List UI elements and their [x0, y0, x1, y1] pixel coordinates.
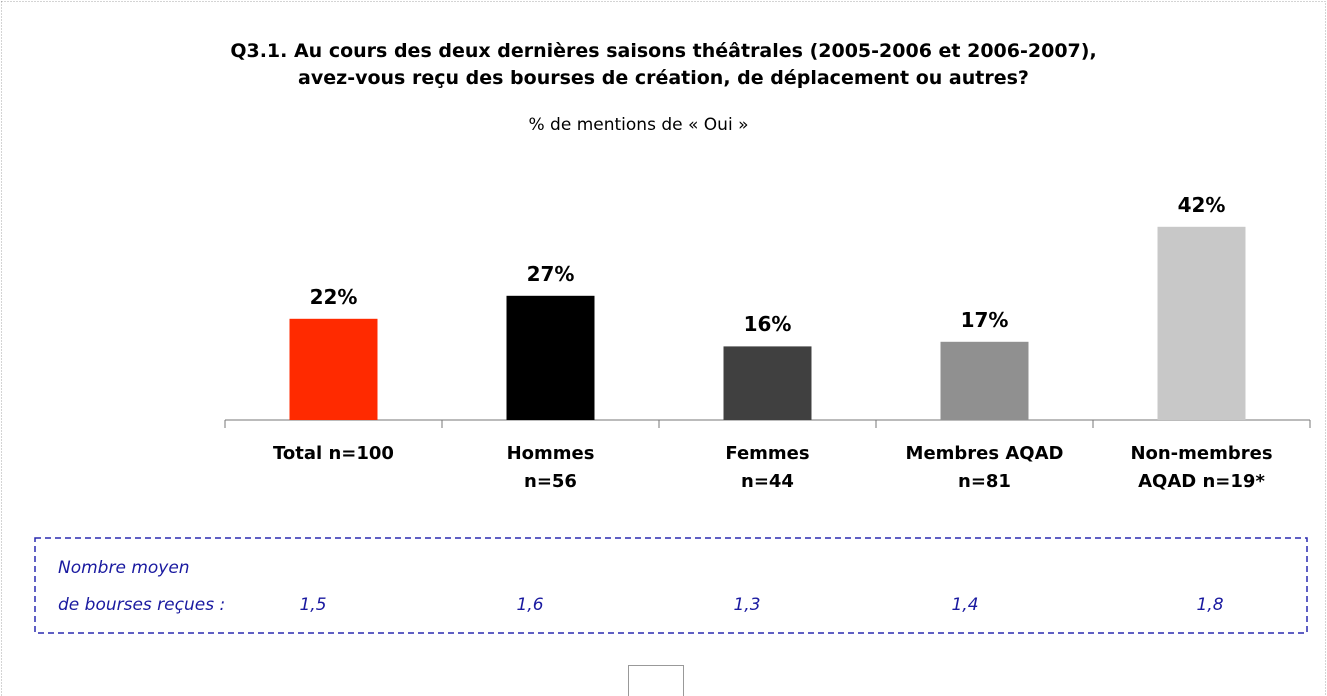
average-value: 1,8: [1196, 595, 1224, 615]
bar: [506, 295, 595, 420]
legend-box: [628, 665, 684, 696]
chart-subtitle: % de mentions de « Oui »: [528, 115, 749, 135]
value-label: 22%: [309, 284, 358, 309]
average-value: 1,4: [951, 595, 979, 615]
bar: [723, 346, 812, 420]
bar: [1157, 226, 1246, 420]
x-tick-label: Total n=100: [273, 443, 394, 464]
x-tick-label: Membres AQAD n=81: [905, 443, 1064, 492]
average-box: [34, 537, 1308, 634]
average-value: 1,3: [733, 595, 761, 615]
value-label: 27%: [526, 261, 575, 286]
value-label: 42%: [1177, 192, 1226, 217]
value-label: 17%: [960, 307, 1009, 332]
x-tick-label: Hommes n=56: [506, 443, 595, 492]
average-value: 1,5: [299, 595, 327, 615]
bar: [289, 318, 378, 420]
average-label: Nombre moyen de bourses reçues :: [58, 558, 226, 615]
x-tick-label: Non-membres AQAD n=19*: [1130, 443, 1273, 492]
chart-title: Q3.1. Au cours des deux dernières saison…: [230, 40, 1097, 89]
x-tick-label: Femmes n=44: [725, 443, 810, 492]
bar: [940, 341, 1029, 420]
average-value: 1,6: [516, 595, 544, 615]
value-label: 16%: [743, 312, 792, 337]
